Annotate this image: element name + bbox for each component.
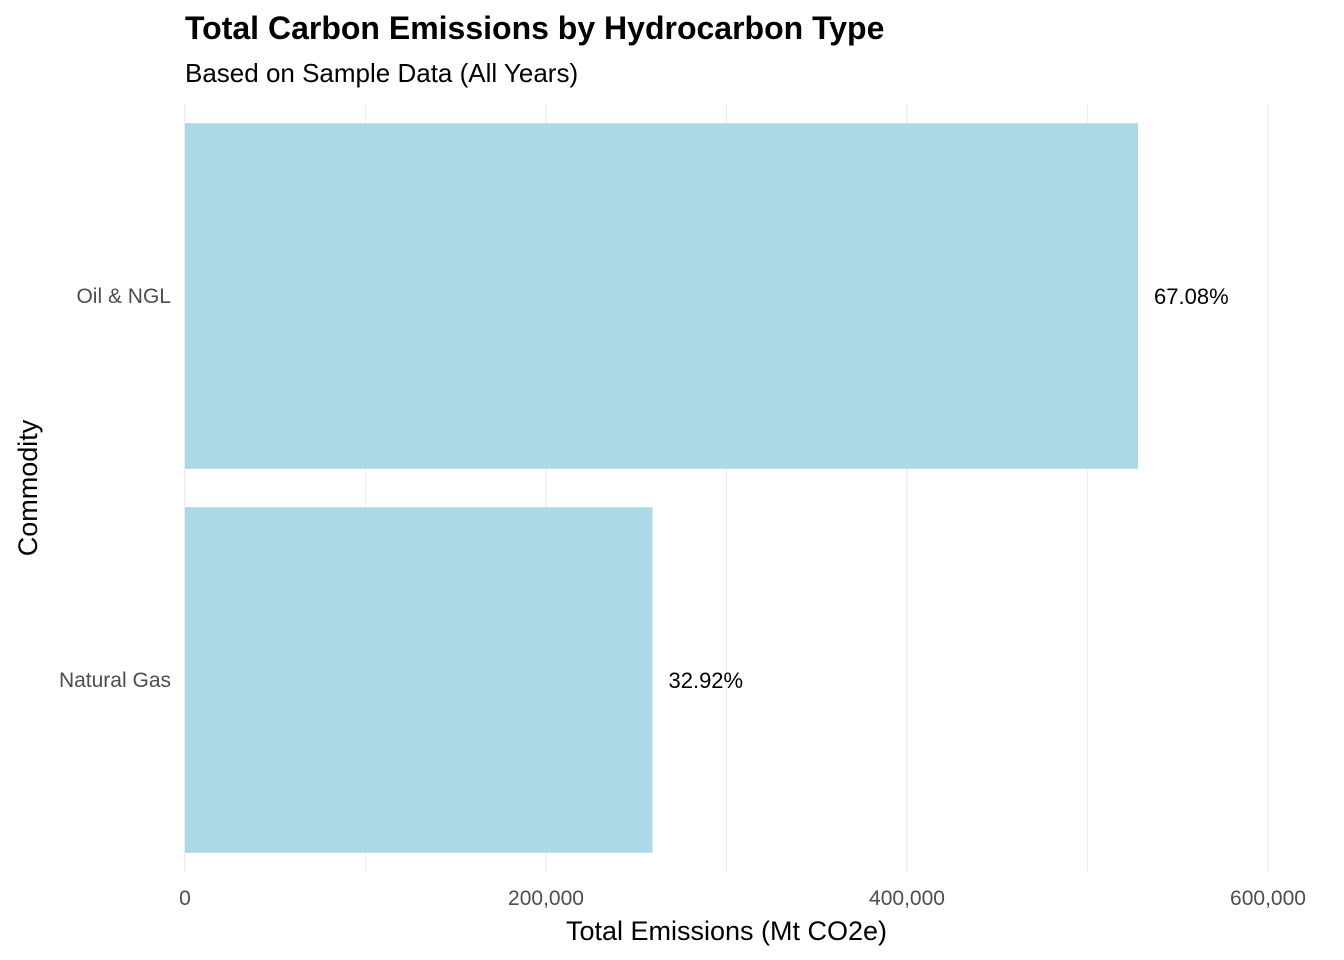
chart-subtitle: Based on Sample Data (All Years) xyxy=(185,58,579,88)
y-axis-title: Commodity xyxy=(13,419,43,556)
data-label: 32.92% xyxy=(668,668,743,693)
x-tick-label: 200,000 xyxy=(508,887,584,910)
x-tick-label: 600,000 xyxy=(1230,887,1306,910)
chart-title: Total Carbon Emissions by Hydrocarbon Ty… xyxy=(185,10,885,46)
bar-1 xyxy=(185,507,653,853)
x-tick-label: 0 xyxy=(179,887,191,910)
x-axis-title: Total Emissions (Mt CO2e) xyxy=(566,916,887,946)
bar-0 xyxy=(185,123,1139,469)
data-label: 67.08% xyxy=(1154,284,1229,309)
x-tick-label: 400,000 xyxy=(869,887,945,910)
y-tick-label: Natural Gas xyxy=(59,669,171,692)
y-tick-label: Oil & NGL xyxy=(76,285,171,308)
